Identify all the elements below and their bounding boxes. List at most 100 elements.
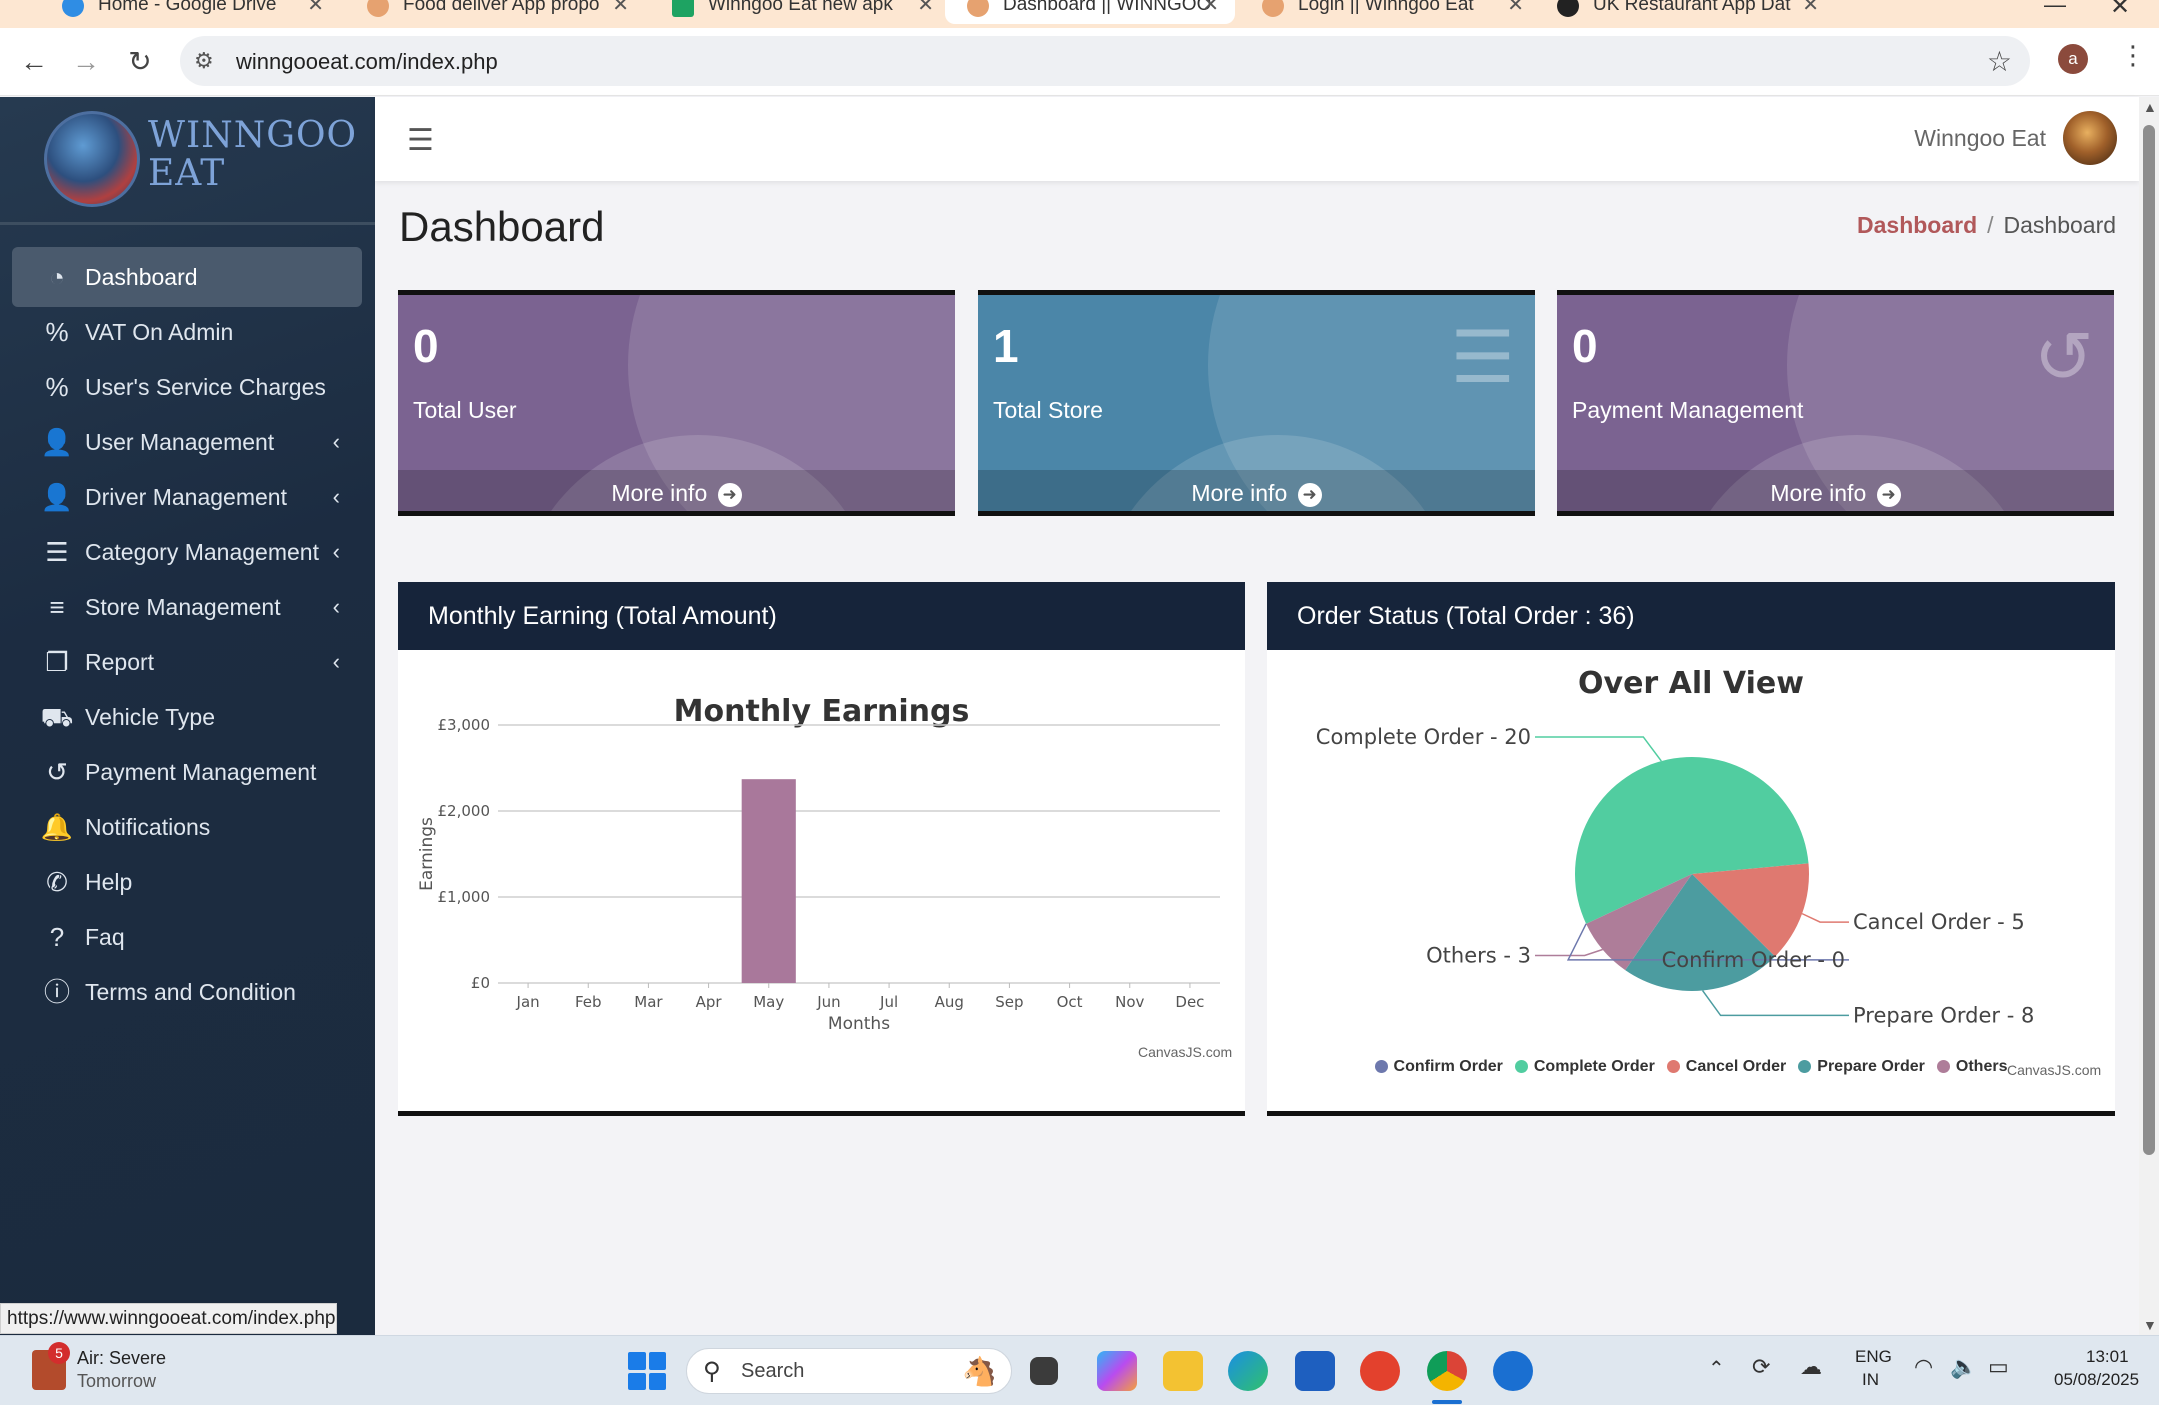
history-icon: ↺ <box>2033 318 2094 398</box>
x-tick-label: Sep <box>995 993 1023 1011</box>
legend-label: Prepare Order <box>1817 1058 1925 1075</box>
close-icon[interactable]: ✕ <box>1507 0 1524 16</box>
sidebar-item-driver-management[interactable]: 👤 Driver Management ‹ <box>12 467 362 527</box>
sidebar-item-service-charges[interactable]: % User's Service Charges <box>12 357 362 417</box>
monthly-earning-panel: Monthly Earning (Total Amount) Monthly E… <box>398 582 1245 1116</box>
pie-slice[interactable] <box>1625 874 1776 991</box>
card-label: Total User <box>413 397 517 423</box>
breadcrumb-link[interactable]: Dashboard <box>1857 212 1978 238</box>
legend-item[interactable]: Confirm Order <box>1374 1058 1503 1076</box>
browser-tab-active[interactable]: Dashboard || WINNGOO ✕ <box>945 0 1235 24</box>
copilot-icon[interactable] <box>1097 1351 1137 1391</box>
legend-item[interactable]: Complete Order <box>1514 1058 1655 1076</box>
user-name[interactable]: Winngoo Eat <box>1914 125 2046 151</box>
sidebar-item-help[interactable]: ✆ Help <box>12 852 362 912</box>
close-icon[interactable]: ✕ <box>1802 0 1819 16</box>
bar[interactable] <box>741 779 796 983</box>
url-bar[interactable]: ⚙ winngooeat.com/index.php ☆ <box>180 36 2030 86</box>
chart-credit[interactable]: CanvasJS.com <box>2007 1062 2102 1078</box>
cloud-icon[interactable]: ☁ <box>1800 1354 1822 1379</box>
bookmark-star-icon[interactable]: ☆ <box>1986 46 2012 77</box>
percent-icon: % <box>45 317 69 347</box>
sidebar-item-terms[interactable]: ⓘ Terms and Condition <box>12 962 362 1022</box>
tab-label: Winngoo Eat new apk <box>708 0 893 15</box>
legend-item[interactable]: Cancel Order <box>1666 1058 1786 1076</box>
app-icon[interactable] <box>1493 1351 1533 1391</box>
store-icon[interactable] <box>1295 1351 1335 1391</box>
task-view-icon[interactable] <box>1030 1357 1058 1385</box>
pie-data-label: Complete Order - 20 <box>1316 725 1531 749</box>
sidebar-item-faq[interactable]: ? Faq <box>12 907 362 967</box>
browser-menu-icon[interactable]: ⋮ <box>2120 40 2146 70</box>
weather-title[interactable]: Air: Severe <box>77 1348 167 1368</box>
y-tick-label: £1,000 <box>438 888 491 906</box>
browser-tab[interactable]: Home - Google Drive ✕ <box>40 0 340 24</box>
wps-office-icon[interactable] <box>1360 1351 1400 1391</box>
scroll-up-icon[interactable]: ▲ <box>2143 99 2157 115</box>
close-icon[interactable]: ✕ <box>917 0 934 16</box>
pie-slice[interactable] <box>1586 874 1692 971</box>
file-explorer-icon[interactable] <box>1163 1351 1203 1391</box>
sidebar-item-report[interactable]: ❐ Report ‹ <box>12 632 362 692</box>
sidebar-item-category-management[interactable]: ☰ Category Management ‹ <box>12 522 362 582</box>
sidebar-item-label: Faq <box>85 924 125 950</box>
volume-icon[interactable]: 🔈 <box>1950 1354 1978 1379</box>
scrollbar-thumb[interactable] <box>2143 125 2155 1155</box>
sidebar-item-notifications[interactable]: 🔔 Notifications <box>12 797 362 857</box>
browser-tab[interactable]: Food deliver App propo ✕ <box>345 0 645 24</box>
sidebar-item-store-management[interactable]: ≡ Store Management ‹ <box>12 577 362 637</box>
chevron-up-icon[interactable]: ⌃ <box>1708 1358 1725 1380</box>
back-icon[interactable]: ← <box>20 46 48 77</box>
battery-icon[interactable]: ▭ <box>1988 1354 2009 1379</box>
minimize-icon[interactable]: — <box>2044 0 2066 17</box>
windows-start-icon[interactable] <box>628 1352 666 1390</box>
forward-icon[interactable]: → <box>72 46 100 77</box>
page-scrollbar[interactable]: ▲ ▼ <box>2139 97 2159 1335</box>
legend-marker <box>1936 1060 1950 1074</box>
user-icon: 👤 <box>40 482 74 512</box>
hamburger-menu-icon[interactable]: ☰ <box>407 124 434 157</box>
taskbar-search[interactable]: ⚲ Search 🐴 <box>686 1348 1012 1394</box>
bar-chart: Jan Feb Mar Apr May Jun Jul Aug Sep Oct Nov Dec £0 £1… <box>417 716 1220 1034</box>
scroll-down-icon[interactable]: ▼ <box>2143 1317 2157 1333</box>
chrome-icon[interactable] <box>1427 1351 1467 1391</box>
sidebar-item-user-management[interactable]: 👤 User Management ‹ <box>12 412 362 472</box>
top-navbar: ☰ Winngoo Eat <box>375 97 2139 181</box>
site-info-icon[interactable]: ⚙ <box>194 48 214 73</box>
legend-item[interactable]: Others <box>1936 1058 2007 1076</box>
browser-tab[interactable]: Winngoo Eat new apk ✕ <box>650 0 950 24</box>
profile-avatar[interactable]: a <box>2058 44 2088 74</box>
sidebar-item-vehicle-type[interactable]: ⛟ Vehicle Type <box>12 687 362 747</box>
sync-icon[interactable]: ⟳ <box>1752 1354 1771 1379</box>
chart-credit[interactable]: CanvasJS.com <box>1138 1044 1233 1060</box>
pie-slice[interactable] <box>1692 863 1809 957</box>
pie-data-label: Prepare Order - 8 <box>1853 1003 2034 1027</box>
window-close-icon[interactable]: ✕ <box>2110 0 2131 20</box>
arrow-circle-right-icon: ➜ <box>1297 482 1322 507</box>
browser-tab[interactable]: Login || Winngoo Eat ✕ <box>1240 0 1540 24</box>
more-info-link[interactable]: More info ➜ <box>978 470 1535 511</box>
x-tick-label: Feb <box>575 993 602 1011</box>
edge-icon[interactable] <box>1228 1351 1268 1391</box>
wifi-icon[interactable]: ◠ <box>1914 1354 1934 1379</box>
sidebar-item-label: Notifications <box>85 814 211 840</box>
brand-line-1: WINNGOO <box>148 115 358 156</box>
clock-time[interactable]: 13:01 <box>2086 1347 2129 1366</box>
sidebar-item-dashboard[interactable]: ◔ Dashboard <box>12 247 362 307</box>
browser-tab[interactable]: UK Restaurant App Dat ✕ <box>1535 0 1835 24</box>
reload-icon[interactable]: ↻ <box>128 46 152 77</box>
close-icon[interactable]: ✕ <box>307 0 324 16</box>
sidebar-item-payment-management[interactable]: ↺ Payment Management <box>12 742 362 802</box>
close-icon[interactable]: ✕ <box>612 0 629 16</box>
user-avatar[interactable] <box>2063 111 2117 165</box>
bell-icon: 🔔 <box>40 812 74 842</box>
close-icon[interactable]: ✕ <box>1202 0 1219 16</box>
sidebar-item-vat-on-admin[interactable]: % VAT On Admin <box>12 302 362 362</box>
legend-item[interactable]: Prepare Order <box>1798 1058 1925 1076</box>
pie-slice[interactable] <box>1575 757 1809 924</box>
brand-logo[interactable]: WINNGOO EAT <box>0 97 375 225</box>
card-decoration <box>628 295 955 511</box>
language-indicator[interactable]: ENG <box>1855 1347 1892 1366</box>
more-info-link[interactable]: More info ➜ <box>398 470 955 511</box>
more-info-link[interactable]: More info ➜ <box>1557 470 2114 511</box>
